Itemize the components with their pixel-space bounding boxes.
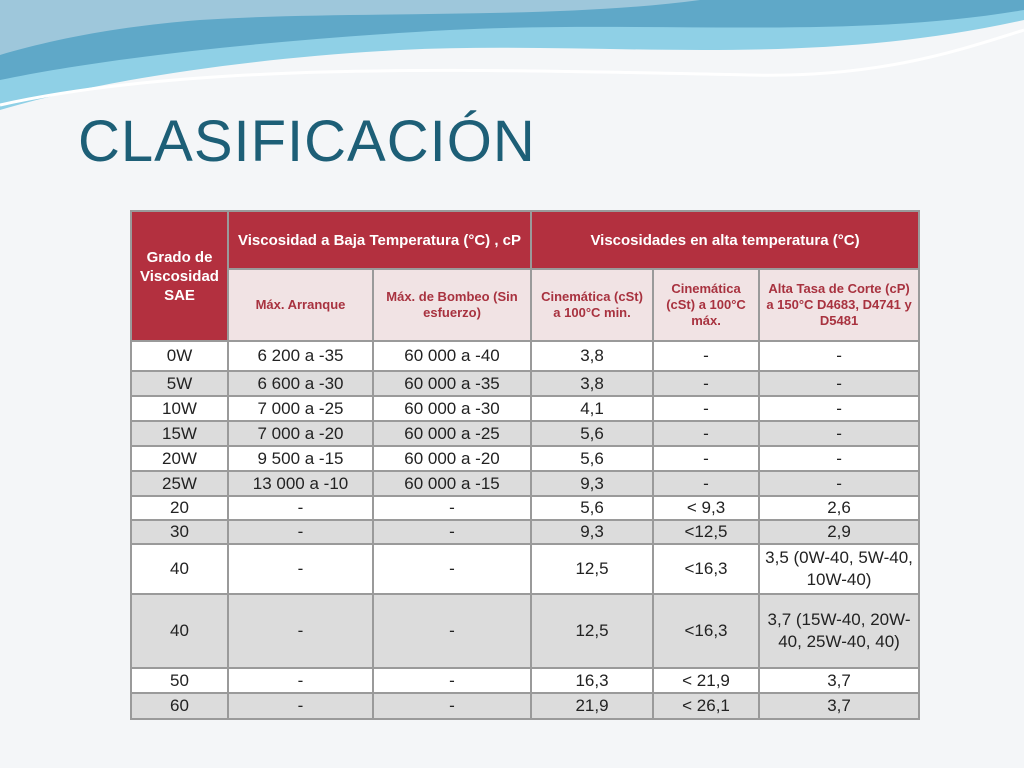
table-cell: 20	[130, 495, 229, 521]
table-cell: 60 000 a -20	[371, 445, 533, 472]
wave	[0, 0, 700, 55]
table-row: 20- -5,6 < 9,3 2,6	[130, 495, 921, 521]
table-cell: 9,3	[530, 470, 655, 497]
table-cell: 5,6	[530, 420, 655, 447]
table-cell: -	[227, 667, 374, 694]
header-cell: Viscosidades en alta temperatura (°C)	[530, 210, 921, 270]
table-cell: 60 000 a -25	[371, 420, 533, 447]
table-cell: 16,3	[530, 667, 655, 694]
table-cell: 15W	[130, 420, 229, 447]
header-cell: Cinemática (cSt) a 100°C min.	[530, 268, 655, 342]
table-cell: 6 200 a -35	[227, 340, 374, 372]
table-cell: 4,1	[530, 395, 655, 422]
table-cell: -	[371, 593, 533, 669]
wave-line	[0, 28, 1024, 107]
wave	[0, 0, 1024, 80]
table-cell: 60 000 a -40	[371, 340, 533, 372]
table-cell: 60 000 a -35	[371, 370, 533, 397]
table-cell: 7 000 a -20	[227, 420, 374, 447]
table-cell: <16,3	[652, 593, 761, 669]
table-cell: -	[227, 495, 374, 521]
table-cell: 60 000 a -15	[371, 470, 533, 497]
table-cell: 2,6	[758, 495, 921, 521]
table-row: 0W 6 200 a -35 60 000 a -40 3,8- -	[130, 340, 921, 372]
table-row: 15W 7 000 a -20 60 000 a -25 5,6- -	[130, 420, 921, 447]
table-cell: 21,9	[530, 692, 655, 720]
table-cell: 40	[130, 543, 229, 595]
table-cell: -	[371, 692, 533, 720]
table-cell: 0W	[130, 340, 229, 372]
table-cell: -	[758, 470, 921, 497]
table-cell: 12,5	[530, 593, 655, 669]
table-cell: 50	[130, 667, 229, 694]
table-cell: 25W	[130, 470, 229, 497]
table-cell: -	[227, 692, 374, 720]
table-row: 25W 13 000 a -10 60 000 a -15 9,3- -	[130, 470, 921, 497]
header-cell: Alta Tasa de Corte (cP) a 150°C D4683, D…	[758, 268, 921, 342]
table-cell: 5,6	[530, 445, 655, 472]
table-cell: 13 000 a -10	[227, 470, 374, 497]
table-cell: 3,7	[758, 692, 921, 720]
table-cell: 5W	[130, 370, 229, 397]
table-cell: -	[652, 370, 761, 397]
table-cell: 7 000 a -25	[227, 395, 374, 422]
table-cell: 9 500 a -15	[227, 445, 374, 472]
table-cell: -	[227, 593, 374, 669]
table-row: 20W 9 500 a -15 60 000 a -20 5,6- -	[130, 445, 921, 472]
table-cell: -	[371, 543, 533, 595]
table-cell: 10W	[130, 395, 229, 422]
table-row: 10W 7 000 a -25 60 000 a -30 4,1- -	[130, 395, 921, 422]
viscosity-table: Grado de Viscosidad SAE Viscosidad a Baj…	[130, 210, 921, 720]
table-row: 40- -12,5 <16,3 3,5 (0W-40, 5W-40, 10W-40)	[130, 543, 921, 595]
table-cell: < 21,9	[652, 667, 761, 694]
table-row: 30- -9,3 <12,5 2,9	[130, 519, 921, 545]
table-cell: < 9,3	[652, 495, 761, 521]
table-cell: -	[227, 519, 374, 545]
table-row: 5W 6 600 a -30 60 000 a -35 3,8- -	[130, 370, 921, 397]
table-cell: 60	[130, 692, 229, 720]
table-cell: -	[652, 445, 761, 472]
table-cell: -	[758, 395, 921, 422]
table-cell: -	[371, 667, 533, 694]
table-cell: 12,5	[530, 543, 655, 595]
table-cell: 6 600 a -30	[227, 370, 374, 397]
table-cell: 20W	[130, 445, 229, 472]
slide-title: CLASIFICACIÓN	[78, 109, 536, 174]
table-cell: 3,8	[530, 340, 655, 372]
table-cell: <16,3	[652, 543, 761, 595]
table-cell: < 26,1	[652, 692, 761, 720]
table-cell: <12,5	[652, 519, 761, 545]
table-cell: -	[652, 420, 761, 447]
table-cell: -	[758, 420, 921, 447]
wave-decoration	[0, 0, 1024, 110]
table-cell: -	[652, 470, 761, 497]
table-cell: 3,8	[530, 370, 655, 397]
table-cell: -	[652, 340, 761, 372]
table-cell: 3,7	[758, 667, 921, 694]
table-cell: -	[371, 519, 533, 545]
table-cell: -	[758, 445, 921, 472]
header-cell: Máx. de Bombeo (Sin esfuerzo)	[371, 268, 533, 342]
table-cell: 5,6	[530, 495, 655, 521]
table-cell: -	[758, 340, 921, 372]
table-row: 40- -12,5 <16,3 3,7 (15W-40, 20W-40, 25W-40…	[130, 593, 921, 669]
table-cell: 9,3	[530, 519, 655, 545]
table-cell: -	[371, 495, 533, 521]
table-cell: 2,9	[758, 519, 921, 545]
table-row: 60- -21,9 < 26,1 3,7	[130, 692, 921, 720]
table-row: 50- -16,3 < 21,9 3,7	[130, 667, 921, 694]
header-cell: Cinemática (cSt) a 100°C máx.	[652, 268, 761, 342]
header-cell: Grado de Viscosidad SAE	[130, 210, 229, 342]
header-cell: Viscosidad a Baja Temperatura (°C) , cP	[226, 210, 533, 270]
table-cell: -	[652, 395, 761, 422]
table-cell: 3,5 (0W-40, 5W-40, 10W-40)	[758, 543, 921, 595]
table-cell: 60 000 a -30	[371, 395, 533, 422]
header-cell: Máx. Arranque	[227, 268, 374, 342]
table-cell: -	[758, 370, 921, 397]
table-cell: 30	[130, 519, 229, 545]
table-cell: -	[227, 543, 374, 595]
table-cell: 3,7 (15W-40, 20W-40, 25W-40, 40)	[758, 593, 921, 669]
table-cell: 40	[130, 593, 229, 669]
